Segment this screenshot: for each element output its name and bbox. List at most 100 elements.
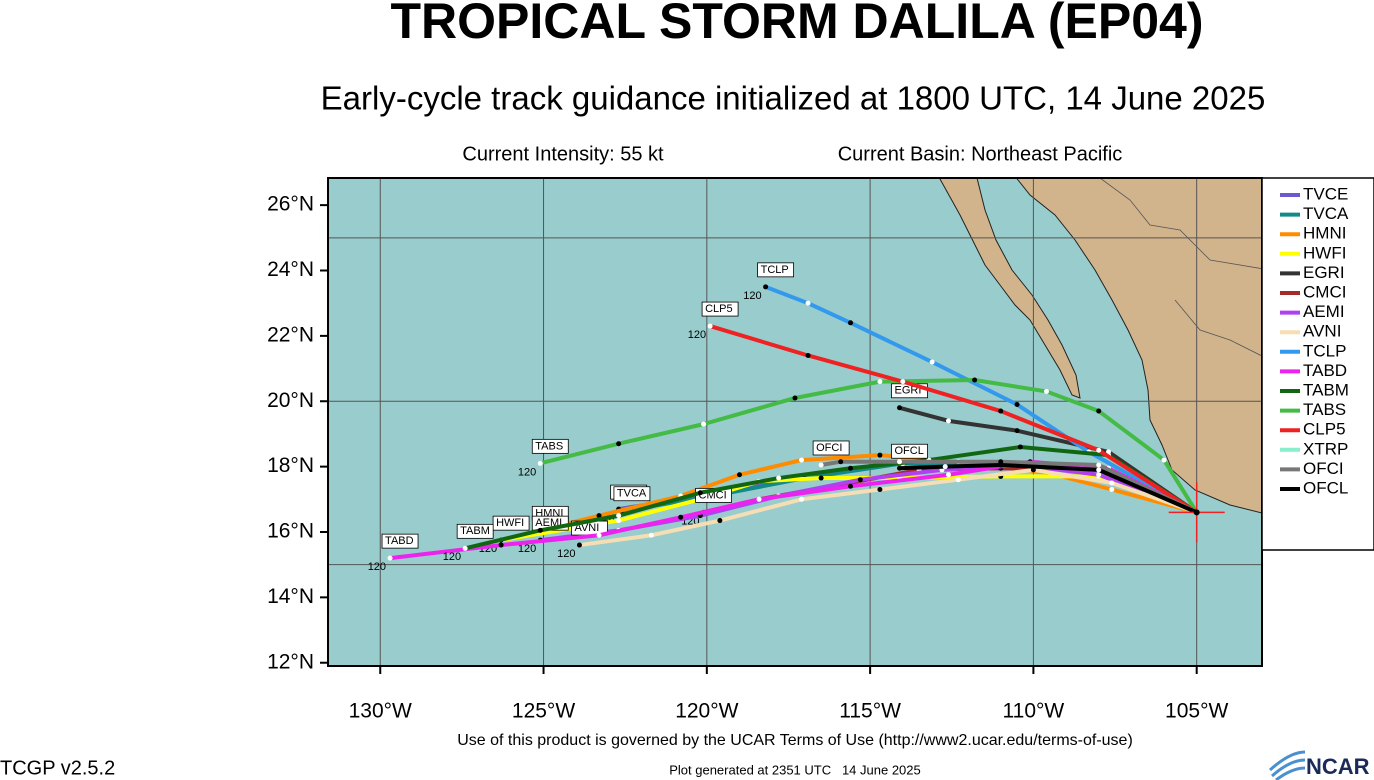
track-point xyxy=(877,452,883,458)
track-line xyxy=(539,377,1199,514)
y-tick-label: 18°N xyxy=(267,454,314,477)
track-tag: TABM xyxy=(460,525,490,537)
legend: TVCETVCAHMNIHWFIEGRICMCIAEMIAVNITCLPTABD… xyxy=(1280,184,1349,497)
track-point xyxy=(998,462,1004,468)
track-point xyxy=(616,441,622,447)
tracks: 120TVCETVCAHMNI120HWFIEGRI120CMCI120AEMI… xyxy=(368,262,1225,573)
hour-label: 120 xyxy=(557,548,575,560)
legend-label: TVCA xyxy=(1303,204,1349,223)
legend-label: HMNI xyxy=(1303,224,1346,243)
track-point xyxy=(805,300,811,306)
track-point xyxy=(1096,408,1102,414)
legend-label: CLP5 xyxy=(1303,420,1346,439)
track-tag-box xyxy=(812,440,850,456)
x-tick-label: 125°W xyxy=(512,700,575,723)
hour-label: 120 xyxy=(518,466,536,478)
hour-label: 120 xyxy=(368,561,386,573)
track-point xyxy=(848,483,854,489)
generated: Plot generated at 2351 UTC 14 June 2025 xyxy=(669,762,921,777)
track-point xyxy=(616,513,622,519)
track-tag-box xyxy=(757,262,795,278)
track-point xyxy=(897,405,903,411)
track-point xyxy=(1096,472,1102,478)
hour-label: 120 xyxy=(743,290,761,302)
hour-label: 120 xyxy=(443,551,461,563)
track-tag-box xyxy=(381,533,419,549)
x-tick-label: 110°W xyxy=(1003,700,1065,723)
track-point xyxy=(1109,486,1115,492)
land xyxy=(938,178,1262,514)
track-point xyxy=(1161,457,1167,463)
track-point xyxy=(707,323,713,329)
track-point xyxy=(736,472,742,478)
track-point xyxy=(756,496,762,502)
track-point xyxy=(576,542,582,548)
track-point xyxy=(900,379,906,385)
track-tag: TCLP xyxy=(761,264,789,276)
legend-label: AVNI xyxy=(1303,322,1341,341)
track-point xyxy=(596,513,602,519)
intensity: Current Intensity: 55 kt xyxy=(462,143,664,165)
track-point xyxy=(838,459,844,465)
version: TCGP v2.5.2 xyxy=(0,757,115,779)
track-point xyxy=(955,477,961,483)
track-point xyxy=(818,475,824,481)
track-point xyxy=(678,514,684,520)
track-point xyxy=(972,377,978,383)
track-point xyxy=(818,462,824,468)
track-point xyxy=(799,457,805,463)
y-tick-label: 24°N xyxy=(267,258,314,281)
legend-label: HWFI xyxy=(1303,243,1346,262)
track-point xyxy=(945,418,951,424)
track-point xyxy=(897,465,903,471)
track-line xyxy=(539,453,1198,533)
legend-label: TABS xyxy=(1303,400,1346,419)
x-tick-label: 120°W xyxy=(675,700,738,723)
track-tag: TVCA xyxy=(617,488,647,500)
track-point xyxy=(763,284,769,290)
track-point xyxy=(1109,480,1115,486)
track-tag: OFCI xyxy=(816,442,842,454)
track-point xyxy=(848,320,854,326)
legend-label: EGRI xyxy=(1303,263,1345,282)
legend-label: OFCL xyxy=(1303,478,1348,497)
track-point xyxy=(1096,462,1102,468)
legend-label: TABM xyxy=(1303,380,1349,399)
hour-label: 120 xyxy=(688,329,706,341)
track-tag: HWFI xyxy=(496,517,524,529)
track-point xyxy=(387,555,393,561)
track-point xyxy=(648,532,654,538)
track-point xyxy=(792,395,798,401)
track-point xyxy=(1096,467,1102,473)
title: TROPICAL STORM DALILA (EP04) xyxy=(390,0,1203,49)
legend-label: XTRP xyxy=(1303,439,1348,458)
track-tag: EGRI xyxy=(895,385,922,397)
track-point xyxy=(877,379,883,385)
track-tag-box xyxy=(891,443,928,459)
legend-label: AEMI xyxy=(1303,302,1345,321)
track-point xyxy=(498,542,504,548)
y-tick-label: 12°N xyxy=(267,650,314,673)
track-tag: TABD xyxy=(385,535,414,547)
track-tag: TABS xyxy=(535,440,563,452)
basin: Current Basin: Northeast Pacific xyxy=(838,143,1123,165)
track-point xyxy=(776,475,782,481)
track-point xyxy=(697,490,703,496)
terms: Use of this product is governed by the U… xyxy=(457,732,1133,749)
track-point xyxy=(596,532,602,538)
track-point xyxy=(1017,444,1023,450)
x-tick-label: 130°W xyxy=(349,700,412,723)
y-tick-label: 22°N xyxy=(267,323,314,346)
track-tag: AVNI xyxy=(574,522,599,534)
axes: 130°W 125°W 120°W 115°W 110°W 105°W 12°N 14°N 16… xyxy=(267,193,1228,723)
track-point xyxy=(462,545,468,551)
track-point xyxy=(945,472,951,478)
track-point xyxy=(717,518,723,524)
hour-label: 120 xyxy=(518,543,536,555)
track-point xyxy=(998,408,1004,414)
x-tick-label: 105°W xyxy=(1165,700,1228,723)
y-tick-label: 20°N xyxy=(267,389,314,412)
track-point xyxy=(799,496,805,502)
track-point xyxy=(897,459,903,465)
track-tag-box xyxy=(531,438,569,454)
